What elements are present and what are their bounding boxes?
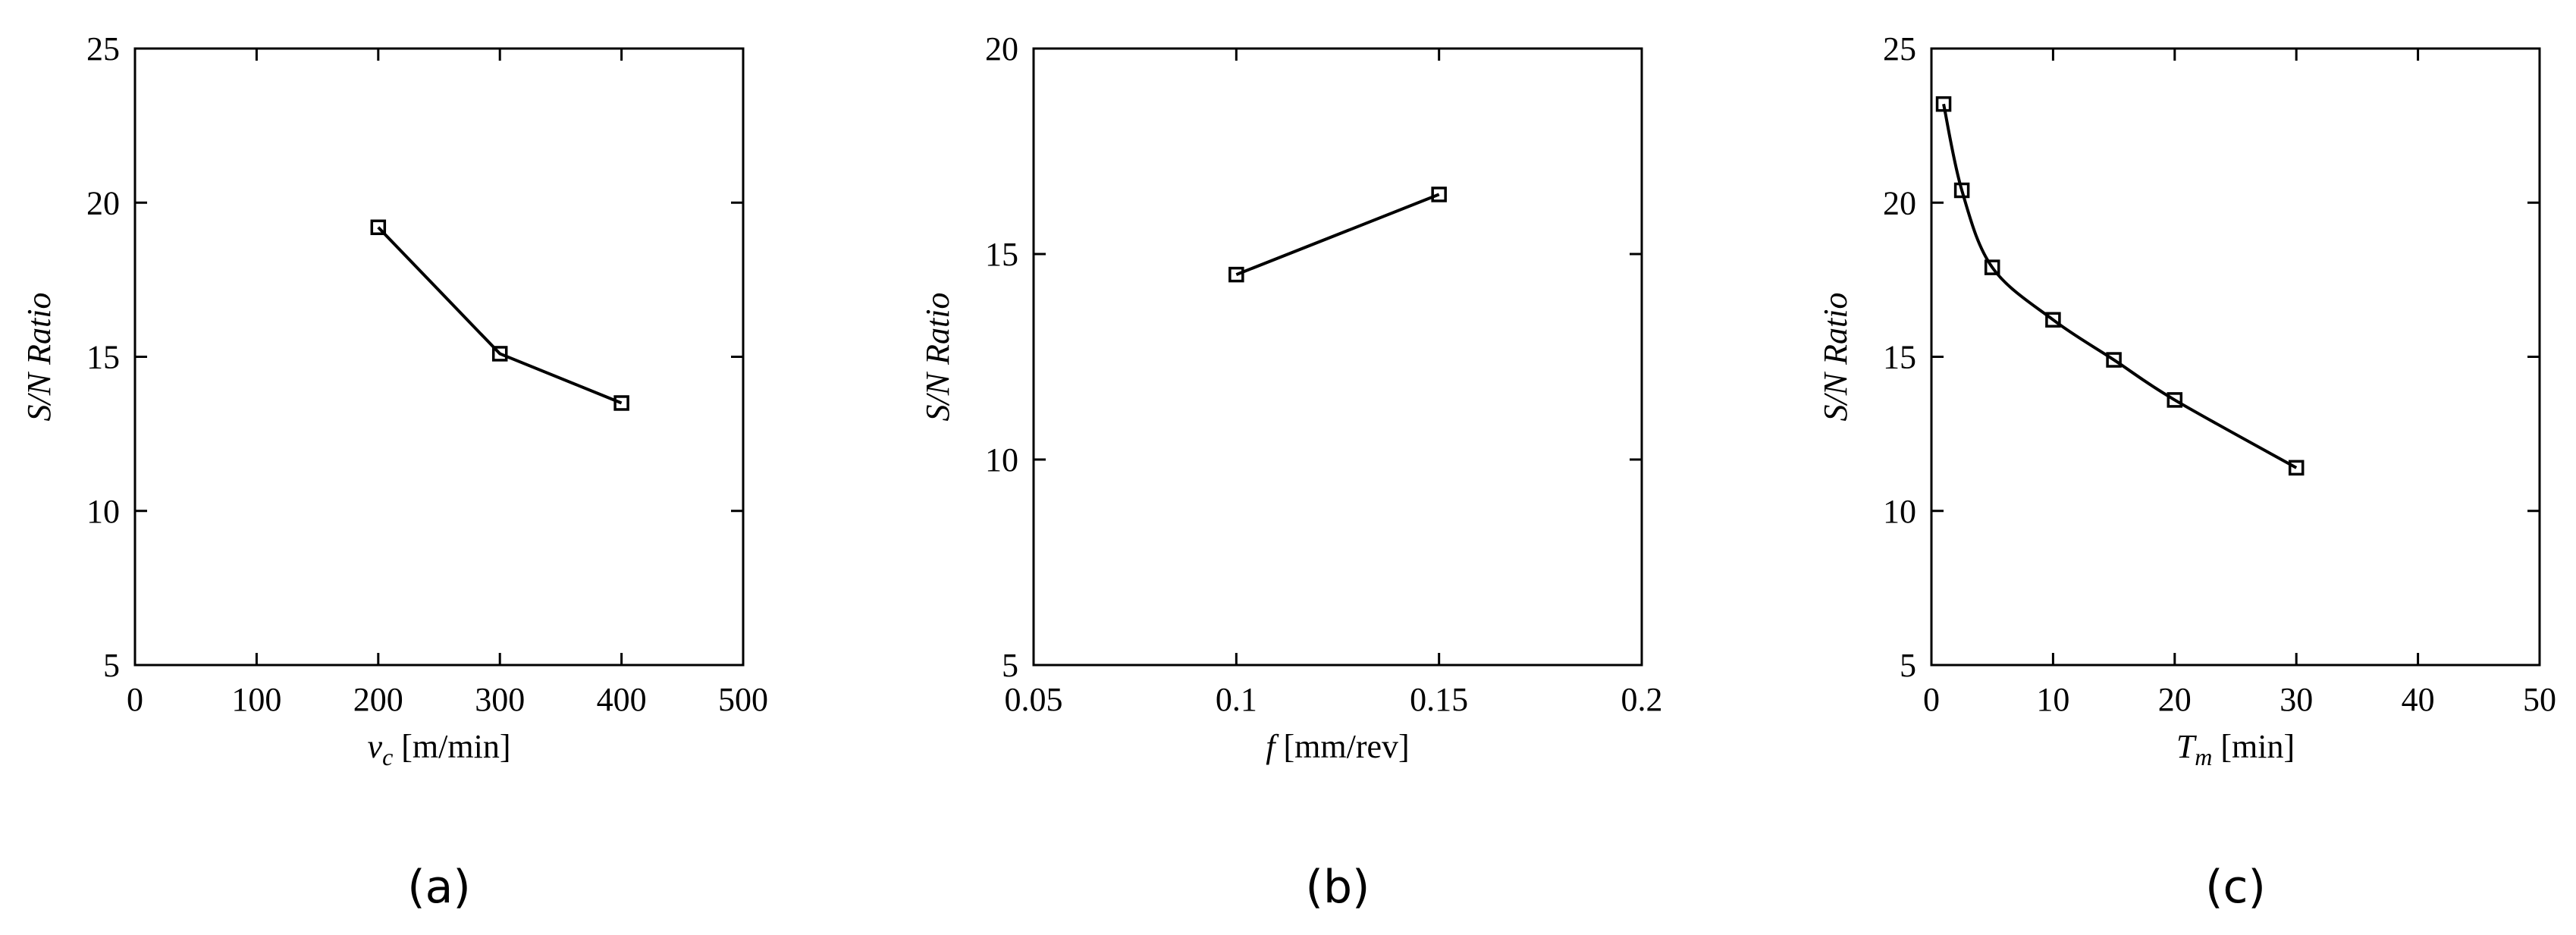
x-tick-label: 30 [2279, 681, 2313, 718]
data-point-marker [2288, 460, 2305, 476]
x-axis-subscript: c [382, 743, 393, 770]
chart-panel-a: 0 100 200 300 400 500 5 10 15 20 25 S/N Ratio vc [m/… [20, 30, 768, 914]
series-line [377, 226, 623, 405]
plot-frame [133, 47, 745, 667]
y-tick-label: 25 [86, 30, 120, 67]
y-tick-label: 20 [86, 184, 120, 221]
chart-panel-b: 0.05 0.1 0.15 0.2 5 10 15 20 S/N Ratio f [mm/rev]… [919, 30, 1663, 914]
x-axis-symbol: T [2176, 728, 2198, 765]
x-tick-label: 0.05 [1005, 681, 1063, 718]
x-tick-label: 200 [353, 681, 403, 718]
x-axis-unit: [min] [2212, 728, 2295, 765]
y-tick-label: 15 [86, 339, 120, 376]
x-axis-label: vc [m/min] [368, 728, 511, 770]
y-tick-label: 25 [1883, 30, 1916, 67]
y-axis-label: S/N Ratio [20, 293, 58, 422]
x-tick-label: 0 [1923, 681, 1940, 718]
y-tick-label: 5 [103, 647, 120, 684]
x-tick-label: 50 [2523, 681, 2556, 718]
x-tick-label: 300 [475, 681, 525, 718]
x-tick-label: 500 [718, 681, 768, 718]
x-axis-symbol: v [368, 728, 383, 765]
plot-frame [1930, 47, 2541, 667]
x-tick-label: 10 [2036, 681, 2069, 718]
y-tick-label: 15 [1883, 339, 1916, 376]
y-tick-label: 5 [1900, 647, 1916, 684]
y-tick-label: 10 [86, 493, 120, 530]
data-point-marker [1984, 259, 2000, 275]
x-tick-label: 0.1 [1216, 681, 1257, 718]
panel-caption: (c) [2205, 861, 2266, 914]
data-point-marker [2167, 392, 2183, 408]
series-line [1942, 103, 2298, 469]
y-axis-label: S/N Ratio [919, 293, 956, 422]
y-tick-label: 10 [985, 441, 1018, 478]
x-tick-label: 0.15 [1410, 681, 1468, 718]
panel-caption: (b) [1306, 861, 1370, 914]
y-tick-label: 20 [1883, 184, 1916, 221]
x-tick-label: 40 [2402, 681, 2435, 718]
y-tick-label: 10 [1883, 493, 1916, 530]
data-point-marker [2106, 352, 2122, 368]
data-point-marker [370, 219, 387, 236]
x-tick-label: 0.2 [1621, 681, 1663, 718]
data-point-marker [491, 346, 508, 362]
x-axis-subscript: m [2195, 743, 2212, 770]
plot-frame [1032, 47, 1643, 667]
x-axis-unit: [mm/rev] [1275, 728, 1410, 765]
data-point-marker [1953, 182, 1970, 199]
x-axis-label: f [mm/rev] [1266, 728, 1409, 765]
x-axis-label: Tm [min] [2176, 728, 2295, 770]
data-point-marker [1228, 266, 1244, 283]
data-point-marker [1935, 96, 1952, 112]
y-tick-label: 20 [985, 30, 1018, 67]
x-tick-label: 100 [231, 681, 281, 718]
data-point-marker [2045, 312, 2061, 328]
x-tick-label: 0 [127, 681, 143, 718]
data-point-marker [613, 395, 629, 411]
x-tick-label: 20 [2158, 681, 2192, 718]
x-axis-unit: [m/min] [393, 728, 510, 765]
y-tick-label: 15 [985, 236, 1018, 273]
chart-panel-c: 0 10 20 30 40 50 5 10 15 20 25 S/N Ratio Tm [min] (c) [1817, 30, 2556, 914]
x-tick-label: 400 [597, 681, 647, 718]
data-point-marker [1431, 187, 1447, 202]
panel-caption: (a) [407, 861, 471, 914]
y-axis-label: S/N Ratio [1817, 293, 1854, 422]
series-line [1235, 193, 1440, 276]
y-tick-label: 5 [1002, 647, 1018, 684]
